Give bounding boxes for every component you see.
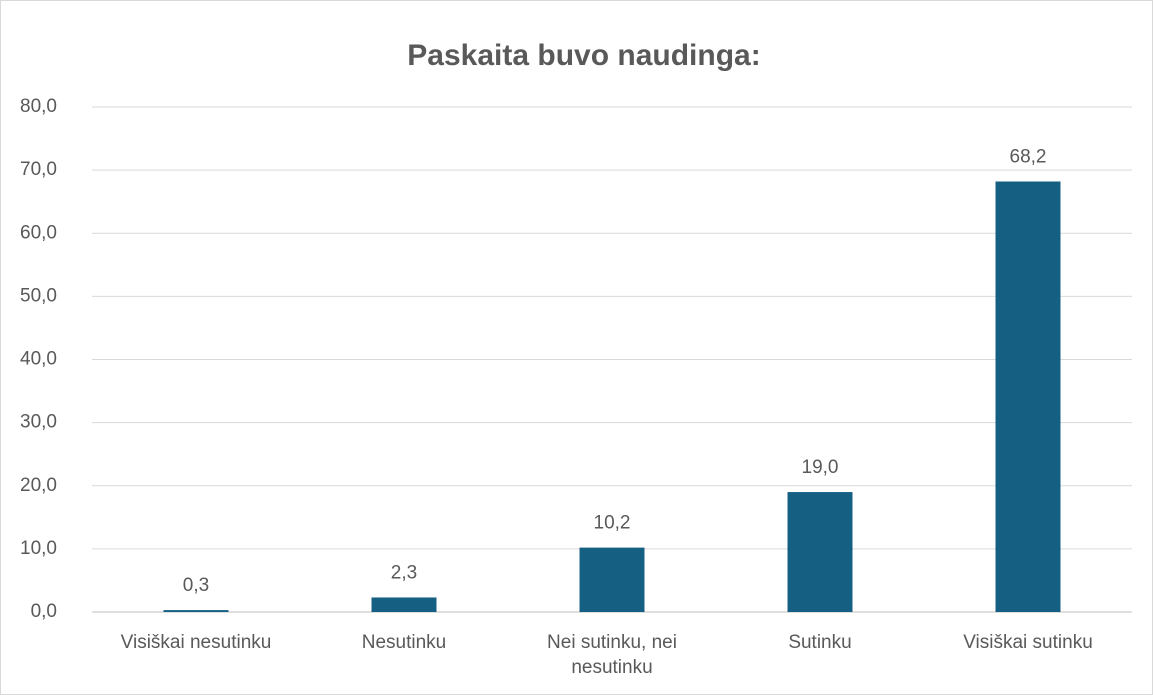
y-tick-label: 10,0 <box>20 538 57 559</box>
y-tick-label: 70,0 <box>20 159 57 180</box>
y-tick-label: 20,0 <box>20 475 57 496</box>
x-tick-label: Nesutinku <box>361 632 447 653</box>
x-tick-label: Nei sutinku, nei nesutinku <box>547 632 677 678</box>
data-label: 10,2 <box>594 513 631 534</box>
y-tick-label: 60,0 <box>20 222 57 243</box>
x-tick-label: Visiškai sutinku <box>963 632 1093 653</box>
y-tick-label: 0,0 <box>31 601 57 622</box>
y-tick-label: 50,0 <box>20 285 57 306</box>
x-tick-label-box: Sutinku <box>788 632 852 653</box>
bar <box>787 492 853 612</box>
data-label: 68,2 <box>1010 147 1047 168</box>
y-tick-label: 30,0 <box>20 412 57 433</box>
data-label: 2,3 <box>391 562 417 583</box>
bar <box>995 181 1061 613</box>
x-tick-label-box: Visiškai nesutinku <box>120 632 272 653</box>
x-tick-label-box: Nei sutinku, nei nesutinku <box>547 632 677 678</box>
x-tick-label-box: Nesutinku <box>361 632 447 653</box>
bar <box>579 547 645 612</box>
data-label: 19,0 <box>802 457 839 478</box>
x-tick-label-box: Visiškai sutinku <box>963 632 1093 653</box>
data-label: 0,3 <box>183 575 209 596</box>
bar <box>371 597 437 612</box>
x-tick-label: Visiškai nesutinku <box>120 632 272 653</box>
chart-title: Paskaita buvo naudinga: <box>407 39 760 72</box>
y-tick-label: 40,0 <box>20 349 57 370</box>
x-tick-label: Sutinku <box>788 632 852 653</box>
y-tick-label: 80,0 <box>20 96 57 117</box>
bar <box>163 610 229 612</box>
